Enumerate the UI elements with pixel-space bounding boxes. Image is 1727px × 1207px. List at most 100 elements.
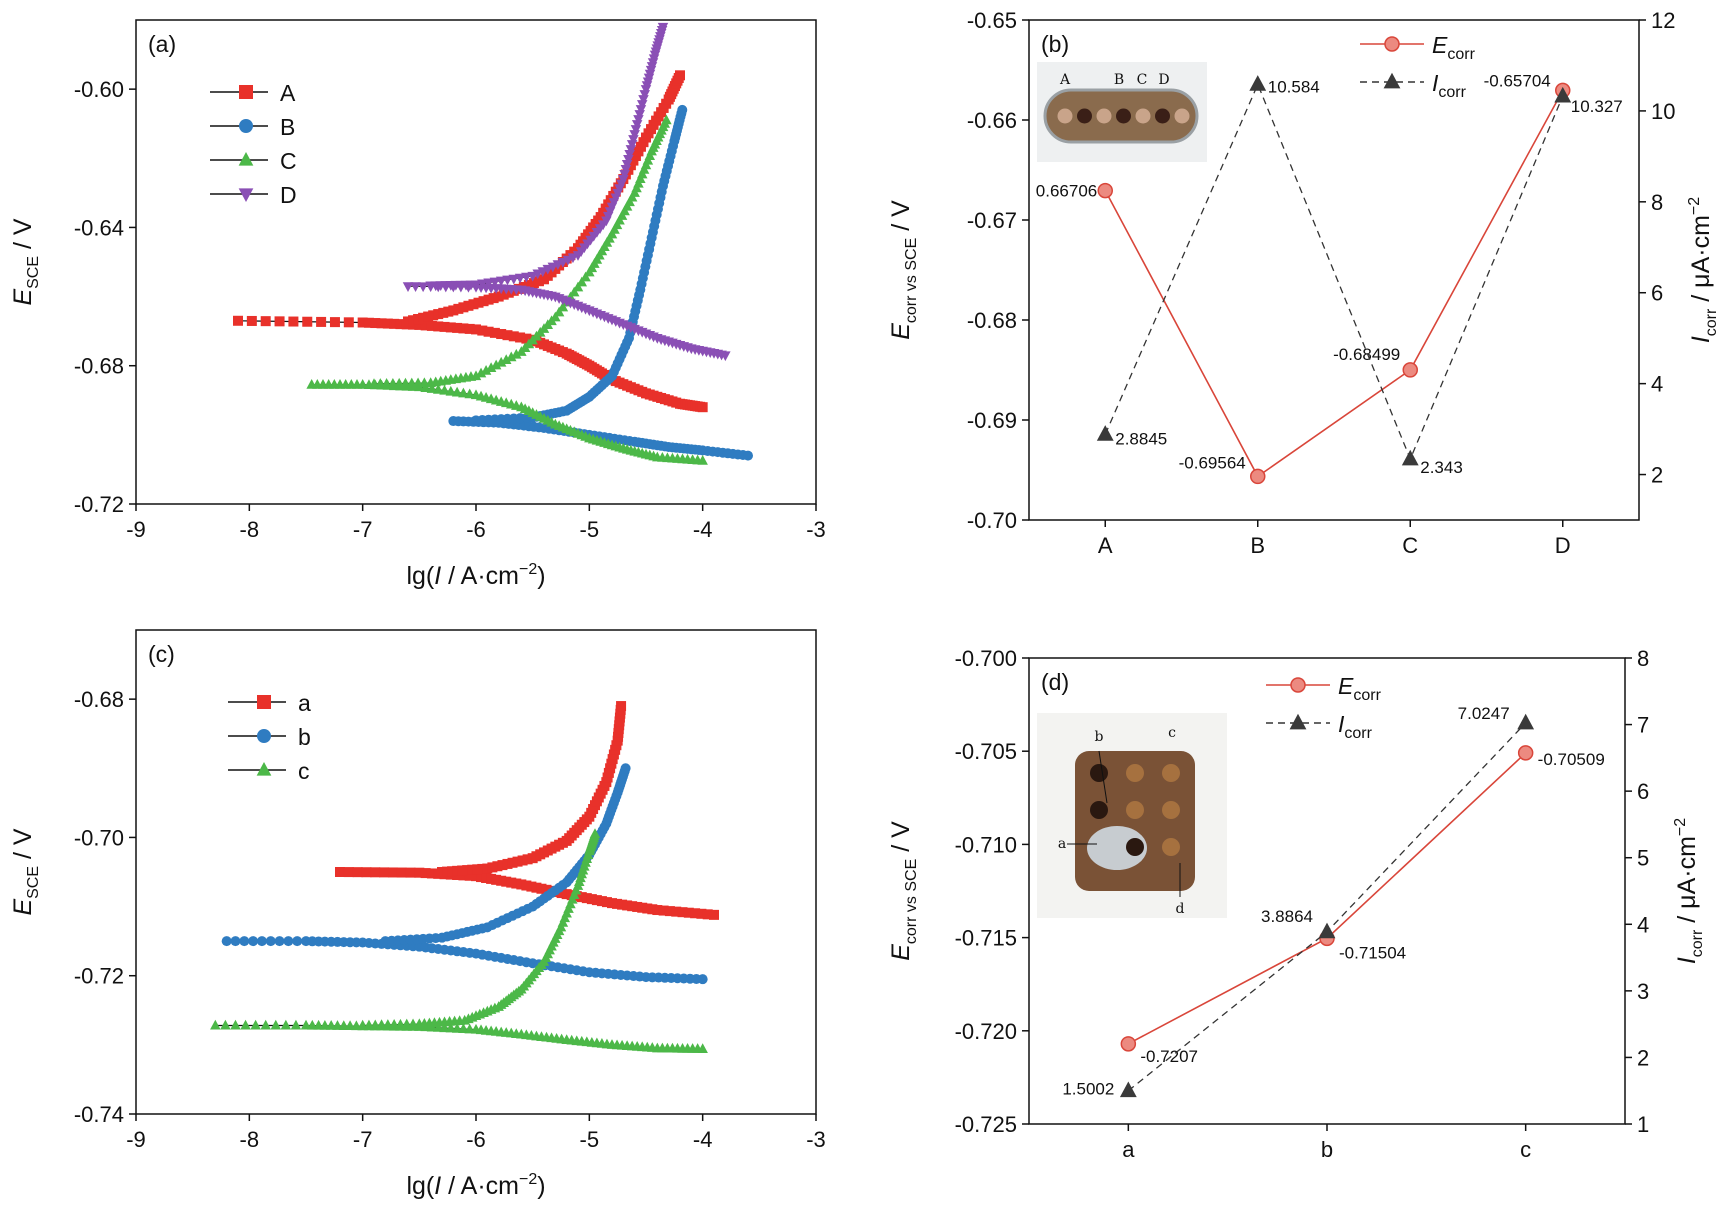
y-left-tick-label: -0.67 [967, 208, 1017, 233]
data-point [452, 322, 463, 333]
x-tick-label: -4 [693, 1127, 713, 1152]
sample-spot [1057, 108, 1073, 124]
data-point [250, 1019, 261, 1030]
data-point [619, 170, 630, 180]
photo-label: c [1168, 725, 1176, 741]
data-point [426, 868, 437, 879]
data-point [1318, 922, 1336, 939]
data-point [1119, 1081, 1137, 1098]
data-label: 10.584 [1268, 77, 1320, 96]
legend-label: Ecorr [1432, 32, 1476, 63]
data-point [568, 286, 580, 297]
data-point [690, 908, 701, 919]
data-point [462, 865, 473, 876]
data-point [230, 1019, 241, 1030]
y-right-tick-label: 10 [1651, 99, 1675, 124]
data-point [1517, 713, 1535, 730]
y-left-tick-label: -0.700 [955, 646, 1017, 671]
y-tick-label: -0.68 [74, 354, 124, 379]
data-point [280, 1019, 292, 1030]
x-tick-label: -5 [580, 517, 600, 542]
series-Ecorr: -0.7207 -0.71504 -0.70509 Ecorr [1120, 673, 1605, 1066]
series-A: A [210, 70, 708, 413]
sample-spot [1162, 801, 1180, 819]
data-point [458, 387, 469, 398]
data-label: 2.343 [1420, 458, 1463, 477]
data-point [1249, 75, 1267, 91]
data-point [607, 898, 617, 909]
x-tick-label: -8 [240, 1127, 260, 1152]
y-tick-label: -0.72 [74, 492, 124, 517]
data-point [389, 318, 400, 329]
data-point [523, 280, 534, 291]
x-tick-label: -5 [580, 1127, 600, 1152]
data-point [464, 323, 475, 334]
data-point [240, 1019, 251, 1030]
x-tick-label: -6 [466, 517, 486, 542]
data-point [256, 936, 267, 947]
y-tick-label: -0.60 [74, 77, 124, 102]
legend-marker [238, 188, 254, 203]
data-point [508, 331, 519, 342]
data-point [451, 386, 463, 397]
data-point [478, 296, 489, 307]
legend-label: Ecorr [1338, 673, 1382, 704]
series-a: a [228, 690, 719, 920]
data-point [487, 862, 498, 873]
data-point [486, 873, 497, 884]
data-point [432, 384, 444, 394]
data-point [496, 875, 507, 886]
data-point [1554, 86, 1572, 103]
data-point [661, 114, 672, 125]
data-point [246, 315, 257, 326]
data-point [363, 317, 374, 328]
y-right-tick-label: 8 [1651, 190, 1663, 215]
data-point [220, 1019, 231, 1030]
data-point [438, 307, 449, 318]
data-point [638, 95, 649, 105]
y-right-tick-label: 1 [1637, 1112, 1649, 1137]
data-point [410, 282, 421, 293]
data-point [536, 883, 547, 894]
data-point [1097, 182, 1113, 199]
data-point [512, 856, 523, 867]
data-point [283, 936, 294, 947]
data-point [491, 874, 502, 885]
x-axis-label: lg(I / A·cm−2) [406, 561, 545, 590]
x-tick-label: -9 [126, 1127, 146, 1152]
photo-label: B [1114, 72, 1124, 88]
data-point [467, 864, 478, 875]
data-point [343, 317, 354, 328]
data-point [696, 908, 707, 919]
data-point [622, 900, 633, 911]
y-right-tick-label: 12 [1651, 8, 1675, 33]
data-point [1250, 468, 1266, 485]
data-point [352, 867, 363, 878]
x-tick-label: a [1122, 1137, 1135, 1162]
series-line [1104, 90, 1564, 478]
y-right-tick-label: 6 [1651, 281, 1663, 306]
data-point [620, 165, 632, 175]
data-point [626, 140, 638, 150]
x-tick-label: A [1098, 533, 1113, 558]
data-point [624, 150, 635, 160]
data-point [426, 383, 438, 393]
y-right-tick-label: 2 [1651, 463, 1663, 488]
data-point [395, 319, 406, 330]
data-point [442, 866, 453, 877]
chart-b: A B C D-0.70-0.69-0.68-0.67-0.66-0.65246810… [887, 8, 1720, 558]
data-point [489, 277, 501, 288]
data-point [361, 867, 372, 878]
data-point [635, 105, 647, 115]
data-point [492, 861, 503, 872]
data-point [423, 311, 434, 322]
photo-label: a [1058, 836, 1066, 852]
chart-c: -9 -8 -7 -6 -5 -4 -3 -0.74 -0.72 -0.70 -0.68 lg(I /… [9, 629, 826, 1200]
data-point [671, 906, 682, 917]
data-point [420, 382, 431, 393]
x-tick-label: -4 [693, 517, 713, 542]
data-point [617, 899, 628, 910]
photo-label: d [1176, 901, 1185, 917]
